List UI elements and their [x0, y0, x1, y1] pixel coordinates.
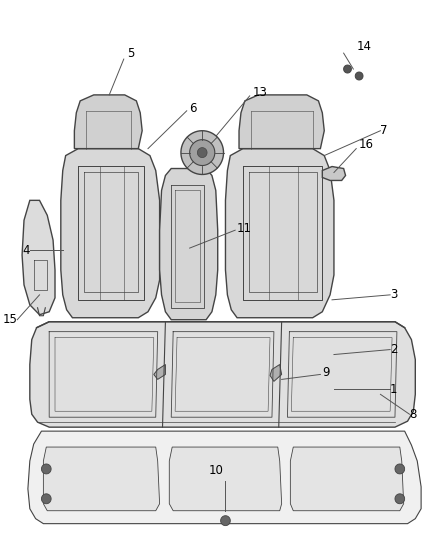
Text: 15: 15	[2, 313, 17, 326]
Text: 10: 10	[208, 464, 223, 477]
Polygon shape	[154, 365, 166, 379]
Polygon shape	[239, 95, 324, 149]
Polygon shape	[42, 494, 51, 504]
Polygon shape	[355, 72, 363, 80]
Polygon shape	[190, 140, 215, 166]
Text: 14: 14	[356, 39, 371, 53]
Text: 4: 4	[22, 244, 30, 256]
Text: 13: 13	[253, 86, 268, 100]
Polygon shape	[159, 168, 218, 320]
Polygon shape	[344, 65, 351, 73]
Polygon shape	[270, 365, 282, 382]
Text: 5: 5	[127, 46, 134, 60]
Polygon shape	[61, 149, 159, 318]
Polygon shape	[290, 447, 404, 511]
Polygon shape	[181, 131, 223, 174]
Text: 16: 16	[359, 138, 374, 151]
Text: 2: 2	[390, 343, 398, 356]
Polygon shape	[395, 494, 405, 504]
Text: 11: 11	[237, 222, 252, 235]
Polygon shape	[28, 431, 421, 523]
Text: 3: 3	[390, 288, 398, 301]
Text: 6: 6	[189, 102, 196, 115]
Text: 9: 9	[322, 366, 330, 379]
Polygon shape	[42, 464, 51, 474]
Polygon shape	[198, 148, 207, 158]
Text: 8: 8	[410, 408, 417, 421]
Polygon shape	[170, 447, 282, 511]
Text: 1: 1	[390, 383, 398, 396]
Polygon shape	[221, 516, 230, 526]
Polygon shape	[43, 447, 159, 511]
Polygon shape	[226, 149, 334, 318]
Polygon shape	[74, 95, 142, 149]
Polygon shape	[322, 166, 346, 181]
Polygon shape	[22, 200, 55, 315]
Polygon shape	[395, 464, 405, 474]
Polygon shape	[30, 322, 415, 427]
Text: 7: 7	[381, 124, 388, 137]
